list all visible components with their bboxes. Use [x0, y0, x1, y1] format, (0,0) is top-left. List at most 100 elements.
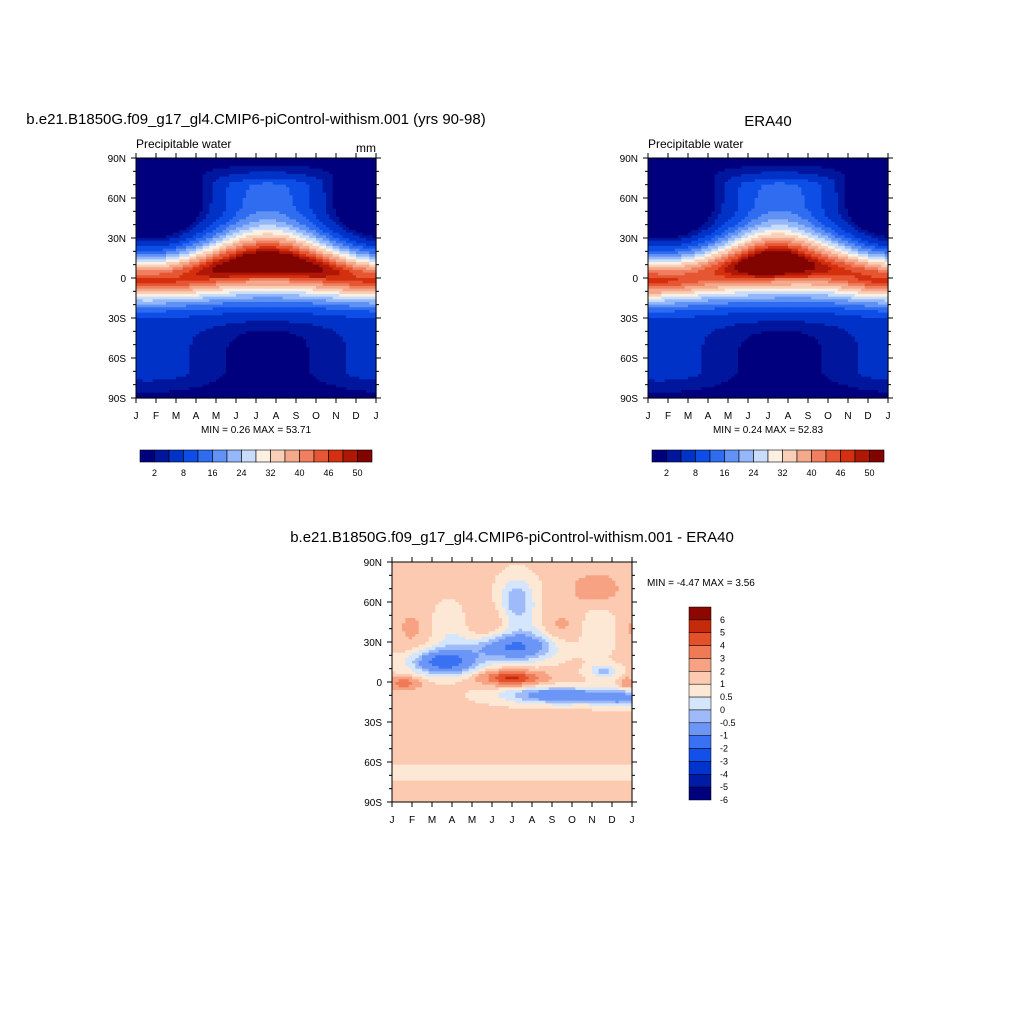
field-cell	[136, 243, 140, 247]
field-cell	[162, 206, 167, 210]
field-cell	[172, 251, 177, 255]
field-cell	[202, 222, 207, 226]
field-cell	[219, 278, 224, 282]
field-cell	[136, 163, 140, 167]
field-cell	[332, 176, 337, 180]
field-cell	[172, 270, 177, 274]
field-cell	[236, 251, 240, 255]
field-cell	[332, 278, 337, 282]
field-cell	[352, 235, 357, 239]
field-cell	[276, 184, 280, 188]
field-cell	[206, 227, 210, 231]
field-cell	[252, 203, 257, 207]
field-cell	[346, 267, 350, 271]
field-cell	[306, 227, 310, 231]
field-cell	[142, 203, 147, 207]
field-cell	[246, 198, 250, 202]
field-cell	[372, 211, 377, 215]
field-cell	[142, 270, 147, 274]
field-cell	[362, 243, 367, 247]
field-cell	[306, 256, 310, 260]
field-cell	[186, 198, 190, 202]
field-cell	[242, 264, 247, 268]
field-cell	[356, 224, 360, 228]
field-cell	[362, 195, 367, 199]
field-cell	[336, 224, 340, 228]
field-cell	[149, 192, 154, 196]
field-cell	[169, 214, 174, 218]
field-cell	[179, 264, 184, 268]
field-cell	[222, 166, 227, 170]
field-cell	[166, 232, 170, 236]
field-cell	[346, 174, 350, 178]
field-cell	[196, 200, 200, 204]
field-cell	[292, 158, 297, 162]
field-cell	[326, 246, 330, 250]
field-cell	[179, 238, 184, 242]
field-cell	[336, 160, 340, 164]
field-cell	[312, 192, 317, 196]
field-cell	[272, 198, 277, 202]
field-cell	[222, 168, 227, 172]
field-cell	[219, 192, 224, 196]
field-cell	[149, 280, 154, 284]
field-cell	[182, 283, 187, 287]
field-cell	[286, 211, 290, 215]
field-cell	[249, 176, 254, 180]
field-cell	[366, 160, 370, 164]
field-cell	[286, 171, 290, 175]
field-cell	[319, 232, 324, 236]
field-cell	[139, 176, 144, 180]
field-cell	[282, 163, 287, 167]
field-cell	[259, 182, 264, 186]
field-cell	[262, 163, 267, 167]
field-cell	[259, 254, 264, 258]
field-cell	[342, 168, 347, 172]
field-cell	[202, 187, 207, 191]
field-cell	[212, 206, 217, 210]
field-cell	[206, 222, 210, 226]
field-cell	[299, 256, 304, 260]
field-cell	[336, 195, 340, 199]
field-cell	[352, 158, 357, 162]
field-cell	[336, 235, 340, 239]
field-cell	[299, 267, 304, 271]
field-cell	[296, 166, 300, 170]
field-cell	[189, 243, 194, 247]
field-cell	[329, 163, 334, 167]
field-cell	[372, 262, 377, 266]
field-cell	[232, 283, 237, 287]
field-cell	[369, 227, 374, 231]
field-cell	[252, 187, 257, 191]
field-cell	[279, 174, 284, 178]
field-cell	[316, 240, 320, 244]
field-cell	[349, 192, 354, 196]
field-cell	[139, 286, 144, 290]
field-cell	[202, 200, 207, 204]
field-cell	[266, 262, 270, 266]
field-cell	[279, 176, 284, 180]
field-cell	[142, 182, 147, 186]
field-cell	[289, 176, 294, 180]
field-cell	[182, 222, 187, 226]
field-cell	[326, 275, 330, 279]
field-cell	[216, 214, 220, 218]
field-cell	[169, 227, 174, 231]
field-cell	[296, 259, 300, 263]
field-cell	[246, 283, 250, 287]
field-cell	[232, 179, 237, 183]
field-cell	[139, 230, 144, 234]
field-cell	[372, 232, 377, 236]
field-cell	[226, 190, 230, 194]
field-cell	[282, 219, 287, 223]
field-cell	[206, 240, 210, 244]
field-cell	[372, 216, 377, 220]
field-cell	[219, 222, 224, 226]
field-cell	[169, 163, 174, 167]
field-cell	[196, 219, 200, 223]
field-cell	[202, 166, 207, 170]
field-cell	[242, 254, 247, 258]
field-cell	[249, 238, 254, 242]
field-cell	[186, 243, 190, 247]
field-cell	[349, 187, 354, 191]
